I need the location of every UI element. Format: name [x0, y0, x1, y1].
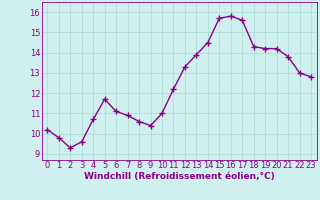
- X-axis label: Windchill (Refroidissement éolien,°C): Windchill (Refroidissement éolien,°C): [84, 172, 275, 181]
